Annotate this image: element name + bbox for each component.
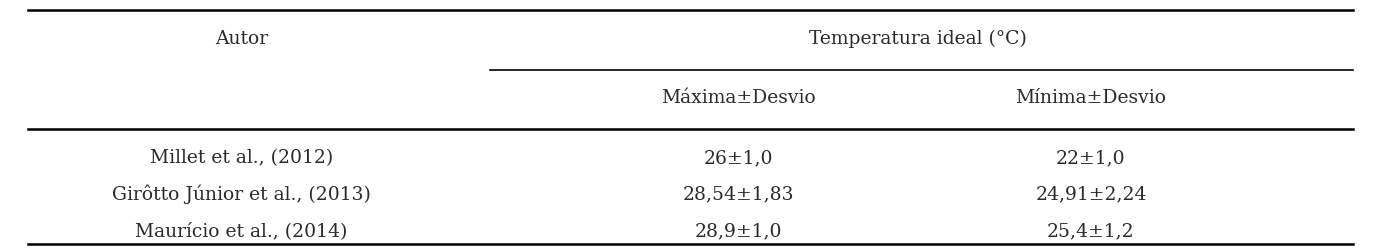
- Text: Millet et al., (2012): Millet et al., (2012): [151, 149, 333, 167]
- Text: Autor: Autor: [215, 30, 268, 48]
- Text: Mínima±Desvio: Mínima±Desvio: [1015, 89, 1167, 107]
- Text: Máxima±Desvio: Máxima±Desvio: [661, 89, 816, 107]
- Text: 24,91±2,24: 24,91±2,24: [1036, 185, 1146, 203]
- Text: Temperatura ideal (°C): Temperatura ideal (°C): [809, 29, 1027, 48]
- Text: 26±1,0: 26±1,0: [704, 149, 773, 167]
- Text: 22±1,0: 22±1,0: [1056, 149, 1126, 167]
- Text: Girôtto Júnior et al., (2013): Girôtto Júnior et al., (2013): [112, 185, 371, 204]
- Text: 28,9±1,0: 28,9±1,0: [695, 223, 783, 241]
- Text: 28,54±1,83: 28,54±1,83: [684, 185, 794, 203]
- Text: 25,4±1,2: 25,4±1,2: [1047, 223, 1135, 241]
- Text: Maurício et al., (2014): Maurício et al., (2014): [135, 223, 348, 241]
